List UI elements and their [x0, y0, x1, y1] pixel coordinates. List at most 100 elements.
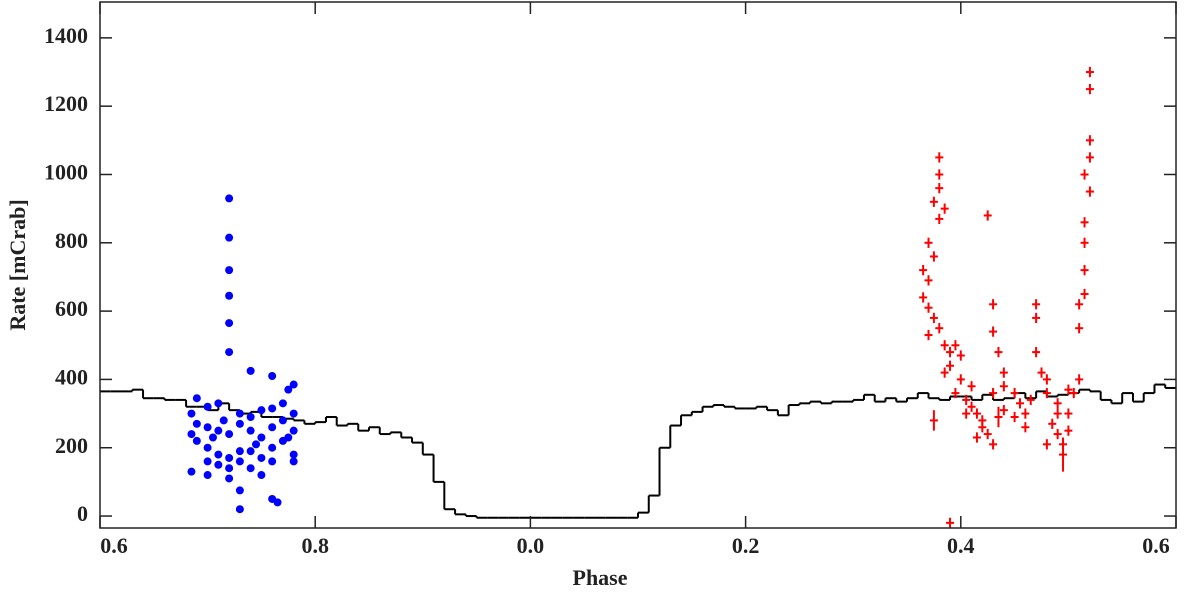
point [246, 366, 255, 375]
point [225, 194, 234, 203]
point [919, 265, 928, 276]
point [1069, 387, 1078, 399]
x-tick-label: 0.6 [100, 533, 128, 558]
point [924, 237, 933, 248]
point [994, 406, 1003, 428]
point [999, 405, 1008, 416]
point [1032, 312, 1041, 324]
plot-frame [99, 1, 1177, 529]
y-tick-label: 400 [55, 364, 88, 389]
point [1042, 387, 1051, 399]
point [1053, 398, 1062, 409]
point [1085, 83, 1094, 95]
point [268, 443, 277, 452]
point [225, 453, 234, 462]
point [203, 423, 212, 432]
point [268, 372, 277, 381]
point [203, 402, 212, 411]
point [289, 426, 298, 435]
point [246, 412, 255, 421]
point [924, 275, 933, 286]
point [1080, 217, 1089, 228]
point [940, 340, 949, 351]
y-axis-label: Rate [mCrab] [5, 199, 30, 330]
point [935, 152, 944, 163]
point [214, 426, 223, 435]
point [192, 419, 201, 428]
point [989, 439, 998, 450]
point [208, 433, 217, 442]
point [989, 387, 998, 399]
point [989, 299, 998, 310]
point [214, 450, 223, 459]
point [235, 486, 244, 495]
point [956, 350, 965, 361]
y-tick-label: 1400 [44, 23, 88, 48]
point [225, 291, 234, 300]
point [935, 169, 944, 180]
point [924, 329, 933, 341]
point [946, 346, 955, 358]
point [929, 312, 938, 324]
point [1026, 394, 1035, 406]
point [257, 433, 266, 442]
point [940, 367, 949, 378]
point [1015, 398, 1024, 409]
y-tick-label: 800 [55, 228, 88, 253]
point [225, 233, 234, 242]
point [257, 471, 266, 480]
point [1064, 384, 1073, 395]
point [246, 464, 255, 473]
y-tick-label: 200 [55, 433, 88, 458]
point [1080, 288, 1089, 300]
point [289, 409, 298, 418]
x-tick-label: 0.0 [517, 533, 545, 558]
point [235, 457, 244, 466]
point [951, 387, 960, 399]
point [1059, 437, 1068, 472]
point [225, 464, 234, 473]
point [1075, 323, 1084, 334]
point [1085, 66, 1094, 78]
point [219, 416, 228, 425]
point [1032, 346, 1041, 358]
point [187, 467, 196, 476]
point [935, 213, 944, 225]
x-tick-label: 0.4 [947, 533, 975, 558]
point [967, 381, 976, 392]
point [1085, 152, 1094, 163]
point [1085, 135, 1094, 146]
point [962, 408, 971, 419]
point [989, 326, 998, 337]
point [978, 422, 987, 433]
point [289, 450, 298, 459]
point [1010, 387, 1019, 399]
point [225, 430, 234, 439]
point [983, 428, 992, 440]
point [1010, 411, 1019, 423]
point [935, 323, 944, 334]
point [1075, 374, 1084, 385]
point [1053, 428, 1062, 440]
point [1075, 299, 1084, 310]
point [919, 292, 928, 303]
point [983, 210, 992, 221]
point [1032, 299, 1041, 310]
point [1080, 169, 1089, 180]
point [235, 505, 244, 514]
point [257, 406, 266, 415]
point [1064, 408, 1073, 419]
point [225, 266, 234, 275]
point [246, 447, 255, 456]
point [929, 410, 938, 431]
point [268, 457, 277, 466]
point [962, 394, 971, 406]
point [1021, 408, 1030, 419]
point [278, 416, 287, 425]
point [235, 419, 244, 428]
x-tick-label: 0.6 [1142, 533, 1170, 558]
point [994, 346, 1003, 358]
point [252, 440, 261, 449]
point [235, 409, 244, 418]
